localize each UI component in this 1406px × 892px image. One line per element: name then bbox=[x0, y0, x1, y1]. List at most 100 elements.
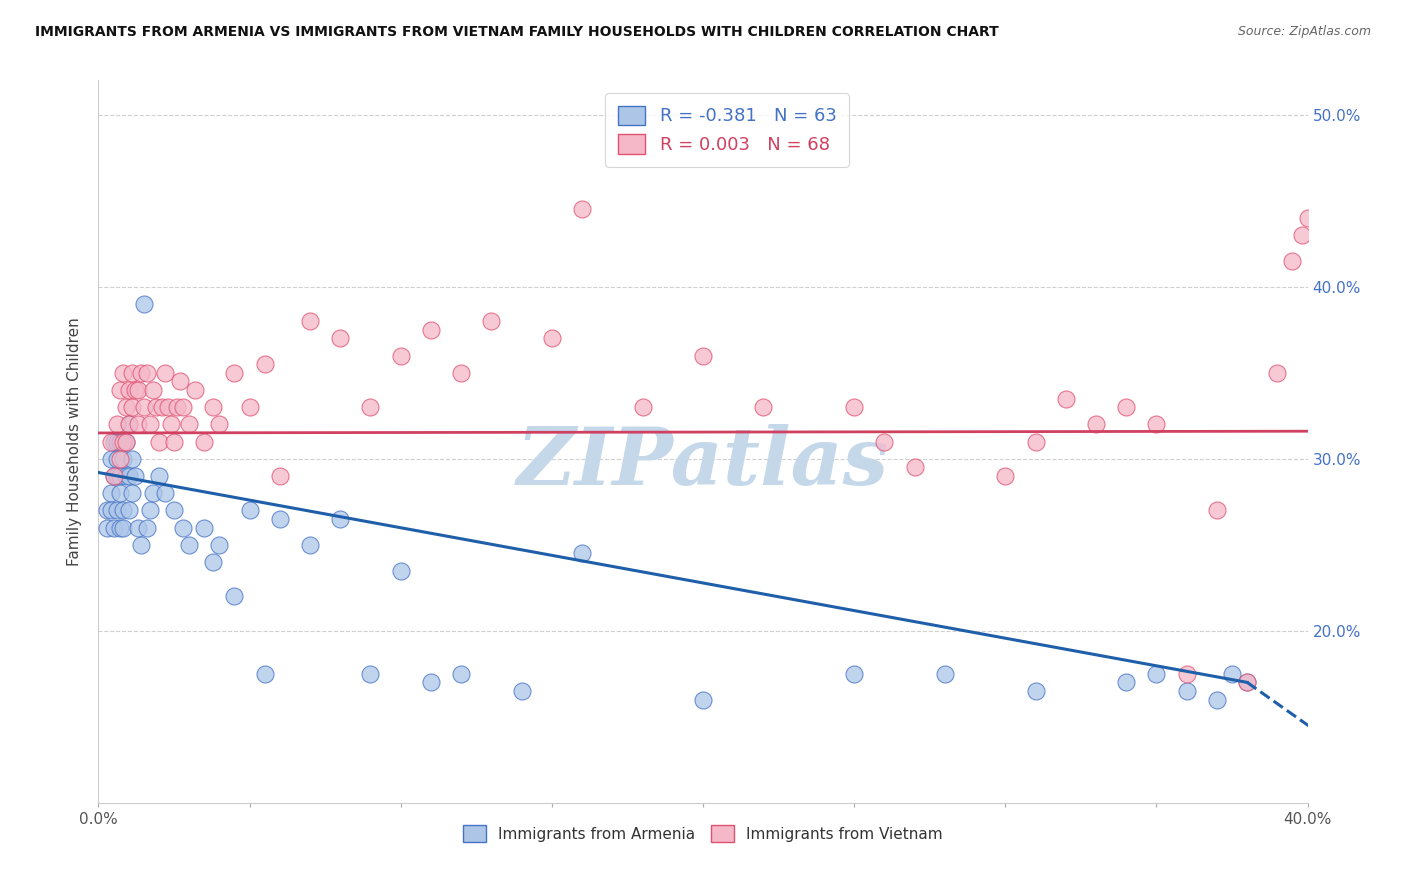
Point bbox=[103, 469, 125, 483]
Point bbox=[156, 400, 179, 414]
Point bbox=[692, 349, 714, 363]
Point bbox=[114, 469, 136, 483]
Point bbox=[105, 503, 128, 517]
Point bbox=[1024, 434, 1046, 449]
Text: IMMIGRANTS FROM ARMENIA VS IMMIGRANTS FROM VIETNAM FAMILY HOUSEHOLDS WITH CHILDR: IMMIGRANTS FROM ARMENIA VS IMMIGRANTS FR… bbox=[35, 25, 998, 39]
Point bbox=[329, 331, 352, 345]
Point bbox=[108, 486, 131, 500]
Point bbox=[172, 400, 194, 414]
Point bbox=[253, 357, 276, 371]
Point bbox=[100, 434, 122, 449]
Point bbox=[135, 366, 157, 380]
Point bbox=[994, 469, 1017, 483]
Point bbox=[631, 400, 654, 414]
Point bbox=[150, 400, 173, 414]
Point bbox=[111, 520, 134, 534]
Point bbox=[124, 469, 146, 483]
Point bbox=[1175, 684, 1198, 698]
Point bbox=[1267, 366, 1289, 380]
Point bbox=[118, 417, 141, 432]
Point bbox=[111, 434, 134, 449]
Point bbox=[111, 503, 134, 517]
Point bbox=[118, 417, 141, 432]
Point bbox=[179, 538, 201, 552]
Point bbox=[202, 555, 225, 569]
Point bbox=[108, 451, 131, 466]
Point bbox=[540, 331, 562, 345]
Y-axis label: Family Households with Children: Family Households with Children bbox=[67, 318, 83, 566]
Point bbox=[571, 202, 593, 217]
Point bbox=[253, 666, 276, 681]
Point bbox=[1144, 666, 1167, 681]
Point bbox=[1281, 254, 1303, 268]
Point bbox=[118, 503, 141, 517]
Point bbox=[132, 400, 155, 414]
Point bbox=[1054, 392, 1077, 406]
Point bbox=[450, 666, 472, 681]
Point bbox=[96, 520, 118, 534]
Point bbox=[389, 564, 412, 578]
Point bbox=[1144, 417, 1167, 432]
Point bbox=[844, 666, 866, 681]
Point bbox=[129, 538, 152, 552]
Point bbox=[904, 460, 927, 475]
Point bbox=[105, 451, 128, 466]
Point bbox=[169, 375, 191, 389]
Text: ZIPatlas: ZIPatlas bbox=[517, 425, 889, 502]
Point bbox=[153, 366, 176, 380]
Point bbox=[108, 434, 131, 449]
Point bbox=[100, 451, 122, 466]
Point bbox=[844, 400, 866, 414]
Point bbox=[450, 366, 472, 380]
Point bbox=[239, 400, 262, 414]
Point bbox=[135, 520, 157, 534]
Point bbox=[127, 520, 149, 534]
Point bbox=[124, 383, 146, 397]
Point bbox=[153, 486, 176, 500]
Point bbox=[1220, 666, 1243, 681]
Point bbox=[269, 469, 291, 483]
Point bbox=[1236, 675, 1258, 690]
Point bbox=[132, 297, 155, 311]
Point bbox=[139, 417, 162, 432]
Point bbox=[360, 400, 382, 414]
Point bbox=[179, 417, 201, 432]
Point bbox=[139, 503, 162, 517]
Point bbox=[193, 434, 215, 449]
Point bbox=[1206, 503, 1229, 517]
Point bbox=[118, 469, 141, 483]
Point bbox=[108, 469, 131, 483]
Point bbox=[224, 366, 246, 380]
Point bbox=[108, 520, 131, 534]
Point bbox=[1115, 675, 1137, 690]
Point bbox=[208, 417, 231, 432]
Point bbox=[114, 434, 136, 449]
Point bbox=[1236, 675, 1258, 690]
Point bbox=[202, 400, 225, 414]
Point bbox=[127, 417, 149, 432]
Point bbox=[166, 400, 188, 414]
Point bbox=[118, 383, 141, 397]
Point bbox=[103, 434, 125, 449]
Legend: Immigrants from Armenia, Immigrants from Vietnam: Immigrants from Armenia, Immigrants from… bbox=[456, 817, 950, 849]
Point bbox=[105, 434, 128, 449]
Point bbox=[114, 434, 136, 449]
Point bbox=[224, 590, 246, 604]
Point bbox=[269, 512, 291, 526]
Point bbox=[148, 434, 170, 449]
Point bbox=[163, 434, 186, 449]
Point bbox=[360, 666, 382, 681]
Point bbox=[1115, 400, 1137, 414]
Point bbox=[481, 314, 503, 328]
Point bbox=[692, 692, 714, 706]
Text: Source: ZipAtlas.com: Source: ZipAtlas.com bbox=[1237, 25, 1371, 38]
Point bbox=[163, 503, 186, 517]
Point bbox=[420, 675, 443, 690]
Point bbox=[105, 417, 128, 432]
Point bbox=[129, 366, 152, 380]
Point bbox=[121, 451, 143, 466]
Point bbox=[103, 469, 125, 483]
Point bbox=[160, 417, 183, 432]
Point bbox=[100, 486, 122, 500]
Point bbox=[389, 349, 412, 363]
